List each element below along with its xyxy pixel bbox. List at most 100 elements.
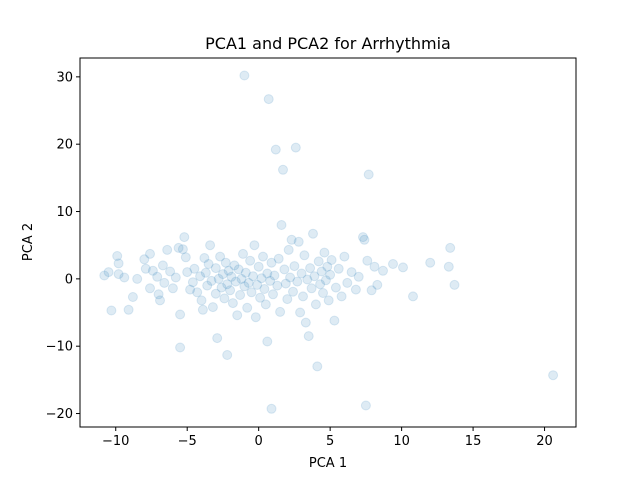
data-point-123 (315, 279, 326, 290)
data-point-153 (425, 257, 436, 268)
data-point-84 (262, 268, 273, 279)
data-point-89 (266, 403, 277, 414)
data-point-29 (180, 252, 191, 263)
data-point-138 (346, 267, 357, 278)
x-tick-label: 20 (536, 434, 553, 449)
data-point-73 (246, 287, 257, 298)
data-point-50 (216, 282, 227, 293)
data-point-142 (359, 234, 370, 245)
data-point-44 (207, 302, 218, 313)
data-point-140 (353, 271, 364, 282)
data-point-110 (296, 268, 307, 279)
data-point-157 (548, 370, 559, 381)
data-point-16 (153, 289, 164, 300)
data-point-111 (298, 291, 308, 302)
y-axis-label: PCA 2 (21, 223, 36, 261)
data-point-17 (155, 295, 165, 306)
data-point-125 (318, 288, 328, 298)
x-axis-ticks: −10 −5 0 5 10 15 20 (102, 427, 553, 449)
data-point-148 (372, 279, 383, 290)
data-point-126 (319, 247, 330, 258)
data-point-155 (445, 242, 456, 253)
data-point-57 (225, 285, 236, 296)
x-tick-label: 15 (465, 434, 482, 449)
data-point-96 (276, 220, 287, 230)
data-point-149 (378, 265, 388, 276)
data-point-23 (170, 272, 181, 283)
data-point-76 (250, 312, 261, 323)
x-tick-label: −10 (102, 434, 129, 449)
data-point-41 (203, 259, 214, 269)
data-point-45 (210, 263, 221, 274)
data-point-80 (256, 273, 267, 284)
data-point-108 (293, 236, 304, 247)
data-point-3 (112, 251, 123, 261)
data-point-145 (363, 169, 374, 180)
data-point-100 (282, 294, 293, 305)
data-point-113 (300, 317, 311, 328)
x-tick-label: −5 (178, 434, 197, 449)
data-point-20 (162, 244, 173, 255)
points-layer (99, 70, 559, 414)
y-tick-label: −10 (46, 340, 73, 355)
data-point-151 (398, 262, 408, 273)
data-point-147 (369, 261, 380, 272)
y-tick-label: 20 (56, 138, 73, 153)
data-point-124 (316, 266, 327, 277)
data-point-78 (253, 261, 264, 272)
data-point-104 (288, 286, 298, 297)
data-point-133 (330, 282, 341, 293)
data-point-106 (290, 142, 301, 153)
data-point-115 (303, 331, 314, 342)
data-point-70 (242, 302, 253, 313)
data-point-48 (213, 273, 224, 284)
data-point-9 (132, 273, 143, 284)
data-point-32 (187, 277, 198, 288)
data-point-129 (323, 295, 334, 306)
data-point-77 (252, 279, 263, 290)
data-point-34 (192, 287, 203, 298)
data-point-66 (238, 248, 248, 259)
data-point-127 (320, 275, 331, 286)
data-point-85 (262, 336, 273, 347)
data-point-98 (279, 264, 290, 275)
data-point-30 (182, 267, 193, 278)
data-point-55 (222, 279, 233, 290)
data-point-47 (212, 333, 223, 344)
x-tick-label: 10 (393, 434, 410, 449)
data-point-0 (99, 270, 110, 281)
data-point-36 (196, 295, 207, 306)
data-point-86 (263, 94, 274, 105)
data-point-56 (223, 265, 234, 276)
data-point-71 (243, 277, 254, 288)
data-point-105 (289, 261, 300, 272)
data-point-88 (266, 257, 277, 268)
data-point-37 (197, 304, 208, 315)
data-point-27 (177, 244, 188, 255)
data-point-31 (185, 284, 196, 295)
data-point-107 (292, 276, 303, 287)
data-point-1 (103, 267, 114, 278)
y-tick-label: 0 (65, 272, 73, 287)
data-point-40 (202, 280, 213, 291)
data-point-134 (333, 263, 344, 274)
data-point-117 (306, 283, 317, 294)
y-tick-label: 10 (56, 205, 73, 220)
data-point-101 (283, 244, 294, 255)
data-point-131 (326, 255, 337, 265)
data-point-10 (139, 254, 150, 265)
data-point-43 (206, 275, 217, 286)
data-point-7 (123, 304, 134, 315)
data-point-128 (322, 261, 333, 272)
data-point-18 (157, 260, 168, 271)
data-point-64 (235, 290, 246, 300)
data-point-4 (113, 258, 124, 269)
data-point-119 (309, 271, 320, 282)
data-point-26 (175, 342, 186, 353)
data-point-152 (408, 291, 418, 302)
data-point-74 (248, 271, 258, 282)
data-point-46 (210, 288, 221, 299)
data-point-103 (286, 234, 297, 245)
